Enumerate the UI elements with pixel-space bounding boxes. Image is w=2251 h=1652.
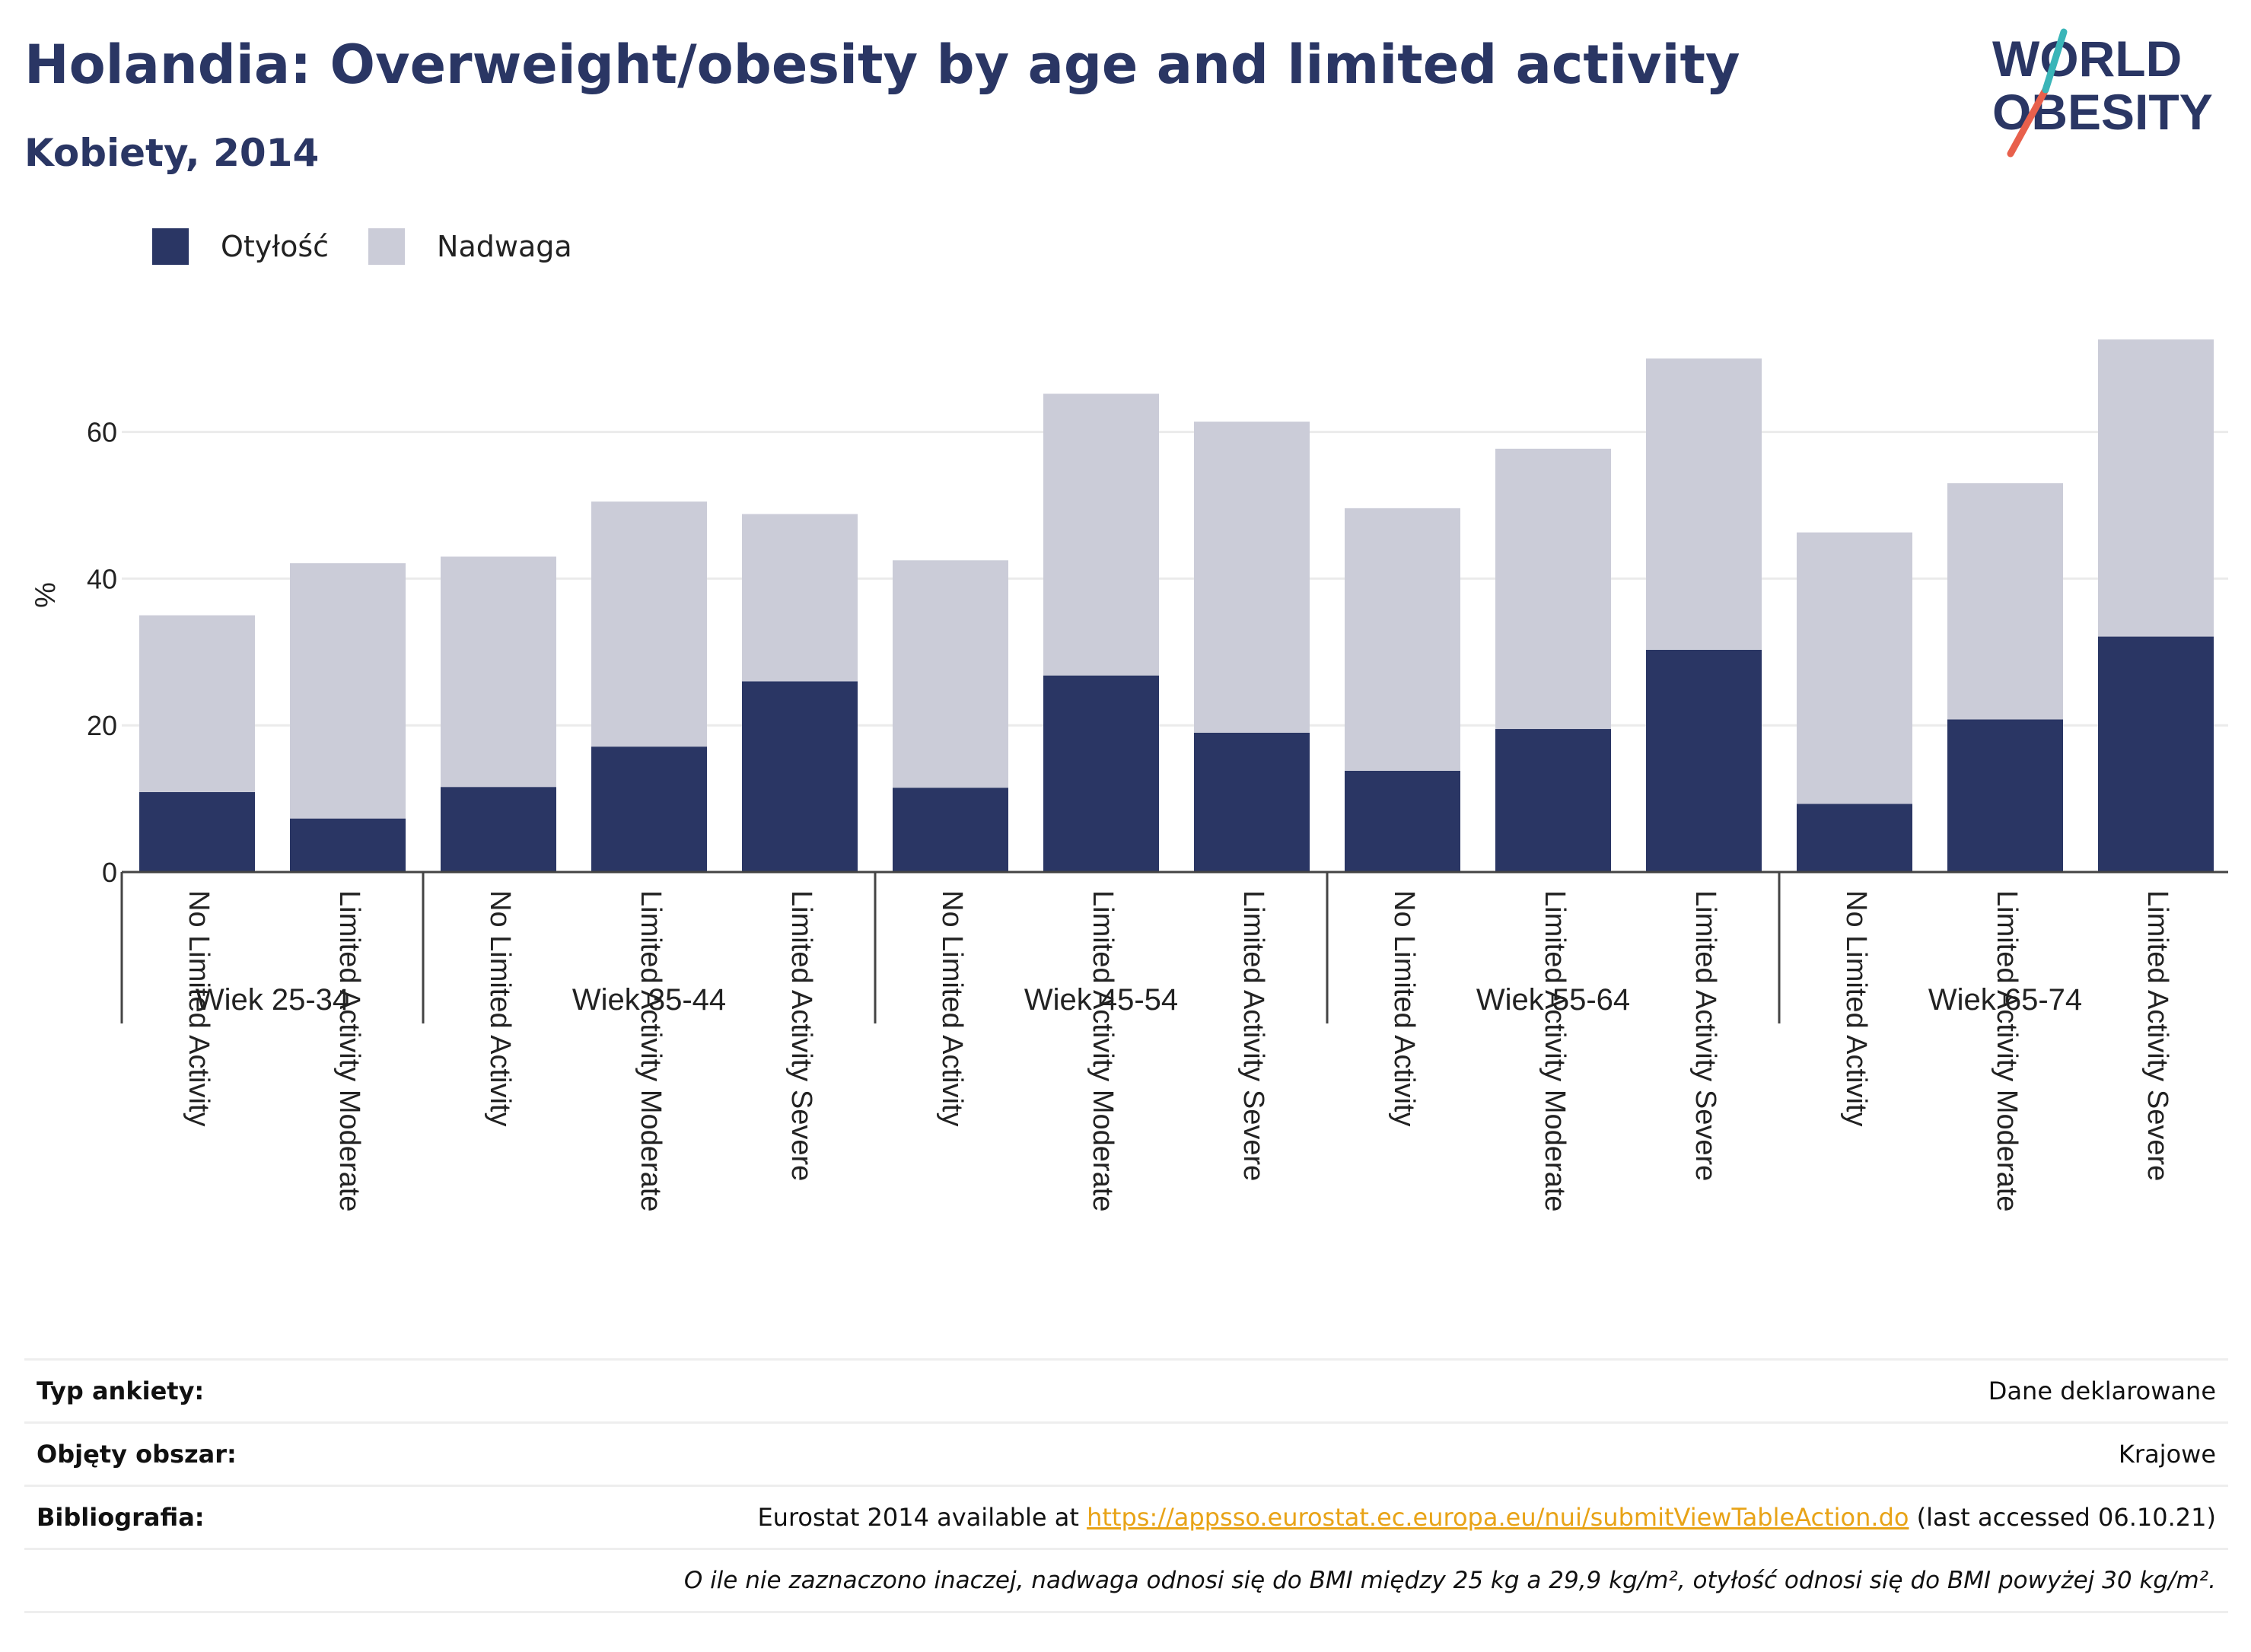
legend-swatch-overweight xyxy=(368,228,406,265)
y-tick-label: 40 xyxy=(87,563,117,594)
x-tick-label: No Limited Activity xyxy=(484,890,516,1126)
logo-slash-red xyxy=(2007,86,2049,158)
bibliography-prefix: Eurostat 2014 available at xyxy=(757,1503,1087,1532)
legend-label-overweight: Nadwaga xyxy=(437,230,572,263)
chart-legend: Otyłość Nadwaga xyxy=(152,225,612,268)
bibliography-suffix: (last accessed 06.10.21) xyxy=(1909,1503,2216,1532)
footer-row-survey: Typ ankiety: Dane deklarowane xyxy=(24,1358,2228,1421)
bar-obesity xyxy=(2098,636,2214,872)
y-axis-title: % xyxy=(30,582,62,608)
bar-overweight xyxy=(1194,422,1310,733)
bar-obesity xyxy=(1947,719,2063,872)
bar-obesity xyxy=(1646,649,1762,872)
footer-survey-value: Dane deklarowane xyxy=(1988,1377,2216,1405)
legend-item-overweight[interactable]: Nadwaga xyxy=(368,228,572,265)
footer-row-bibliography: Bibliografia: Eurostat 2014 available at… xyxy=(24,1485,2228,1548)
bar-overweight xyxy=(139,615,255,792)
x-tick-label: No Limited Activity xyxy=(1840,890,1872,1126)
group-label: Wiek 45-54 xyxy=(1024,983,1178,1017)
footer-area-value: Krajowe xyxy=(2118,1440,2216,1469)
x-tick-label: Limited Activity Moderate xyxy=(1991,890,2023,1211)
y-tick-label: 20 xyxy=(87,710,117,741)
x-tick-label: Limited Activity Moderate xyxy=(1087,890,1119,1211)
bar-obesity xyxy=(742,681,858,872)
bar-overweight xyxy=(1947,483,2063,720)
x-tick-label: No Limited Activity xyxy=(183,890,215,1126)
y-tick-label: 60 xyxy=(87,417,117,448)
footer-bibliography-label: Bibliografia: xyxy=(37,1503,205,1532)
legend-item-obesity[interactable]: Otyłość xyxy=(152,228,329,265)
footer-bibliography-value: Eurostat 2014 available at https://appss… xyxy=(757,1503,2216,1532)
x-tick-label: Limited Activity Severe xyxy=(785,890,817,1181)
logo-line-2: OBESITY xyxy=(1992,84,2213,140)
stacked-bar-chart: 0 20 40 60% No Limited Activity Limited Activ… xyxy=(30,339,2228,1211)
x-tick-label: No Limited Activity xyxy=(1388,890,1420,1126)
bar-overweight xyxy=(893,560,1008,788)
x-tick-label: No Limited Activity xyxy=(936,890,968,1126)
bar-overweight xyxy=(290,563,406,819)
bar-obesity xyxy=(1345,770,1460,872)
x-tick-label: Limited Activity Severe xyxy=(2141,890,2173,1181)
footer-row-note: O ile nie zaznaczono inaczej, nadwaga od… xyxy=(24,1548,2228,1613)
x-tick-label: Limited Activity Moderate xyxy=(1539,890,1571,1211)
bar-overweight xyxy=(591,501,707,747)
bar-obesity xyxy=(1797,804,1912,872)
logo-line-1: WORLD xyxy=(1992,30,2182,87)
x-tick-label: Limited Activity Severe xyxy=(1237,890,1269,1181)
x-tick-label: Limited Activity Moderate xyxy=(635,890,667,1211)
footer-note: O ile nie zaznaczono inaczej, nadwaga od… xyxy=(683,1567,2216,1594)
bar-obesity xyxy=(441,787,556,872)
footer-survey-label: Typ ankiety: xyxy=(37,1377,205,1405)
bar-obesity xyxy=(1495,729,1611,872)
footer-area-label: Objęty obszar: xyxy=(37,1440,237,1469)
logo-slash-teal xyxy=(2042,28,2068,94)
bar-obesity xyxy=(893,788,1008,872)
x-tick-label: Limited Activity Severe xyxy=(1689,890,1721,1181)
group-label: Wiek 25-34 xyxy=(196,983,349,1017)
bar-overweight xyxy=(1797,532,1912,804)
bar-overweight xyxy=(1345,508,1460,771)
group-label: Wiek 35-44 xyxy=(572,983,726,1017)
group-label: Wiek 55-64 xyxy=(1476,983,1630,1017)
legend-swatch-obesity xyxy=(152,228,189,265)
bar-overweight xyxy=(1646,358,1762,650)
bar-obesity xyxy=(1043,675,1159,872)
legend-label-obesity: Otyłość xyxy=(221,230,330,263)
bar-obesity xyxy=(1194,732,1310,872)
chart-subtitle: Kobiety, 2014 xyxy=(24,131,320,175)
bar-overweight xyxy=(441,556,556,788)
bar-overweight xyxy=(742,514,858,682)
x-tick-label: Limited Activity Moderate xyxy=(333,890,365,1211)
bar-obesity xyxy=(591,746,707,872)
chart-title: Holandia: Overweight/obesity by age and … xyxy=(24,33,1740,96)
footer-row-area: Objęty obszar: Krajowe xyxy=(24,1421,2228,1485)
bar-obesity xyxy=(290,818,406,872)
world-obesity-logo: WORLD OBESITY xyxy=(1992,28,2213,158)
bar-overweight xyxy=(1043,393,1159,676)
bibliography-link[interactable]: https://appsso.eurostat.ec.europa.eu/nui… xyxy=(1087,1503,1909,1532)
y-tick-label: 0 xyxy=(102,857,117,888)
bar-overweight xyxy=(2098,339,2214,637)
bar-obesity xyxy=(139,791,255,872)
chart-footer: Typ ankiety: Dane deklarowane Objęty obs… xyxy=(24,1358,2228,1613)
group-label: Wiek 65-74 xyxy=(1928,983,2082,1017)
bar-overweight xyxy=(1495,448,1611,730)
